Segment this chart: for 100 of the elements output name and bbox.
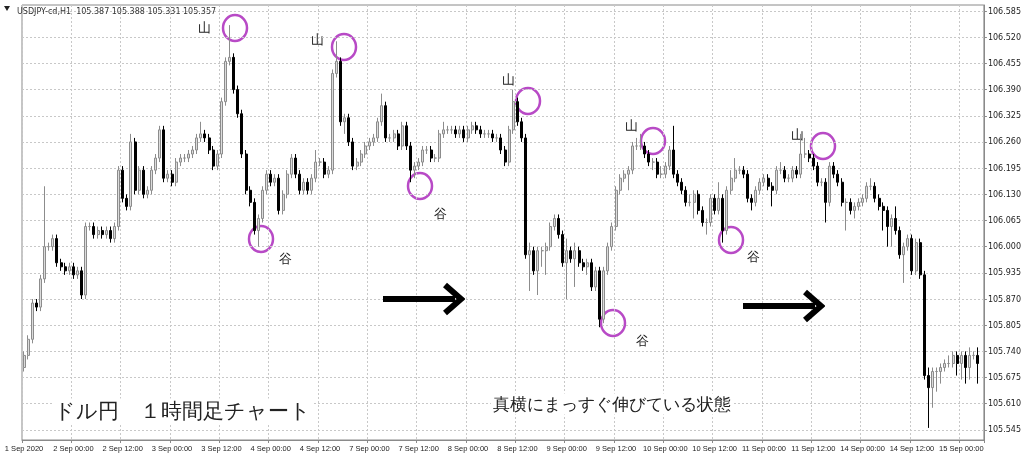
candlestick	[319, 157, 322, 167]
y-tick-label: 106.390	[987, 85, 1022, 95]
y-tick-label: 105.740	[987, 346, 1022, 356]
candlestick	[105, 226, 108, 240]
candlestick	[804, 137, 807, 159]
annotation: 山	[310, 31, 324, 47]
annotation: 山	[791, 126, 805, 142]
candlestick	[956, 350, 959, 377]
y-tick-label: 105.870	[987, 294, 1022, 304]
annotation: 真横にまっすぐ伸びている状態	[492, 394, 731, 414]
candlestick	[142, 165, 145, 199]
candlestick	[134, 137, 137, 195]
candlestick	[652, 157, 655, 171]
candlestick	[171, 169, 174, 187]
candlestick	[598, 266, 601, 328]
candlestick	[976, 346, 979, 385]
candlestick	[960, 350, 963, 381]
y-tick-label: 105.675	[987, 373, 1022, 383]
candlestick	[639, 133, 642, 151]
candlestick	[935, 367, 938, 393]
y-tick-label: 106.065	[987, 215, 1022, 225]
y-tick-label: 106.000	[987, 242, 1022, 252]
chart-title: USDJPY-cd,H1 105.387 105.388 105.331 105.357	[17, 6, 217, 16]
candlestick	[910, 234, 913, 276]
candlestick	[845, 197, 848, 232]
candlestick	[302, 177, 305, 195]
candlestick	[462, 125, 465, 143]
candlestick	[203, 129, 206, 143]
candlestick	[60, 258, 63, 272]
y-tick-label: 105.805	[987, 320, 1022, 330]
candlestick	[277, 173, 280, 215]
y-tick-label: 105.610	[987, 399, 1022, 409]
y-tick-label: 106.455	[987, 58, 1022, 68]
candlestick	[849, 197, 852, 215]
candlestick	[384, 101, 387, 143]
candlestick	[393, 129, 396, 143]
annotation: 谷	[747, 248, 761, 264]
candlestick	[590, 258, 593, 292]
candlestick	[97, 226, 100, 240]
candlestick	[528, 242, 531, 292]
candlestick	[55, 234, 58, 268]
candlestick	[532, 246, 535, 276]
annotation: 山	[624, 117, 638, 133]
candlestick	[479, 125, 482, 139]
annotation: ドル円 １時間足チャート	[54, 399, 312, 423]
y-tick-label: 106.520	[987, 32, 1022, 42]
candlestick	[397, 129, 400, 151]
candlestick	[323, 157, 326, 179]
y-tick-label: 106.260	[987, 137, 1022, 147]
y-tick-label: 106.325	[987, 111, 1022, 121]
candlestick	[306, 177, 309, 195]
candlestick	[401, 121, 404, 151]
candlestick	[343, 113, 346, 135]
candlestick	[573, 242, 576, 288]
candlestick	[92, 222, 95, 240]
y-tick-label: 106.195	[987, 163, 1022, 173]
candlestick	[841, 177, 844, 207]
candlestick	[129, 133, 132, 211]
candlestick	[578, 246, 581, 268]
y-tick-label: 106.585	[987, 6, 1022, 16]
candlestick	[569, 246, 572, 264]
candlestick	[72, 262, 75, 280]
candlestick	[594, 266, 597, 292]
candlestick	[915, 238, 918, 276]
candlestick	[964, 350, 967, 385]
candlestick	[64, 262, 67, 276]
candlestick	[873, 181, 876, 203]
candlestick	[775, 165, 778, 195]
candlestick	[491, 129, 494, 143]
candlestick	[828, 161, 831, 207]
candlestick	[84, 222, 87, 300]
candlestick	[421, 145, 424, 167]
candlestick	[499, 133, 502, 155]
annotation: 谷	[279, 250, 293, 266]
candlestick	[795, 165, 798, 179]
candlestick	[138, 165, 141, 195]
annotation: 山	[501, 71, 515, 87]
candlestick	[175, 157, 178, 187]
candlestick	[931, 367, 934, 409]
candlestick	[35, 298, 38, 312]
candlestick	[586, 258, 589, 276]
candlestick	[187, 149, 190, 163]
candlestick	[339, 56, 342, 127]
candlestick	[109, 226, 112, 244]
candlestick	[454, 125, 457, 139]
candlestick	[269, 169, 272, 187]
candlestick	[824, 177, 827, 223]
y-tick-label: 106.130	[987, 189, 1022, 199]
candlestick	[725, 185, 728, 236]
candlestick	[458, 125, 461, 139]
candlestick	[693, 189, 696, 219]
candlestick	[467, 125, 470, 143]
candlestick	[783, 165, 786, 183]
candlestick	[968, 346, 971, 381]
candlestick	[51, 234, 54, 252]
candlestick	[952, 350, 955, 368]
candlestick	[656, 157, 659, 179]
candlestick	[475, 121, 478, 135]
candlestick	[273, 173, 276, 187]
candlestick	[166, 169, 169, 183]
